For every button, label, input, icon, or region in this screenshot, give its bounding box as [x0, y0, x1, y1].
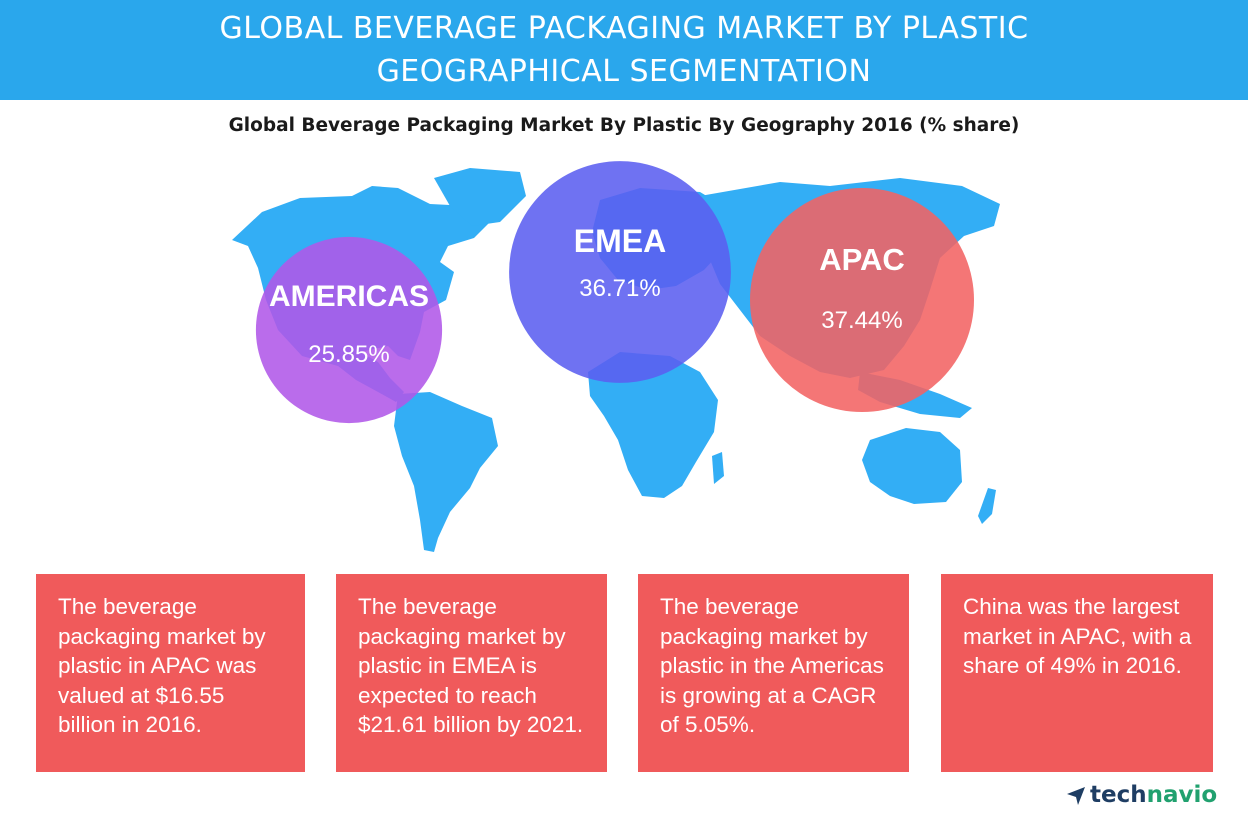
- header-title-line2: GEOGRAPHICAL SEGMENTATION: [376, 54, 872, 89]
- map-africa: [588, 352, 718, 498]
- bubble-value-americas: 25.85%: [308, 341, 389, 368]
- bubble-value-emea: 36.71%: [579, 275, 660, 302]
- map-south-america: [394, 392, 498, 552]
- pie-bubbles: AMERICAS 25.85% EMEA 36.71% APAC 37.44%: [255, 161, 974, 424]
- fact-box-emea-forecast: The beverage packaging market by plastic…: [336, 574, 607, 772]
- bubble-value-apac: 37.44%: [821, 307, 902, 334]
- bubble-americas: [255, 236, 443, 424]
- fact-box-apac-value: The beverage packaging market by plastic…: [36, 574, 305, 772]
- brand-name-part1: tech: [1090, 782, 1147, 808]
- technavio-logo: technavio: [1066, 782, 1217, 808]
- bubble-label-americas: AMERICAS: [269, 280, 429, 313]
- chart-title: Global Beverage Packaging Market By Plas…: [228, 115, 1020, 136]
- header-banner: GLOBAL BEVERAGE PACKAGING MARKET BY PLAS…: [0, 0, 1248, 100]
- technavio-arrow-icon: [1067, 787, 1085, 805]
- bubble-apac: [750, 188, 974, 412]
- bubble-emea: [509, 161, 731, 383]
- map-madagascar: [712, 452, 724, 484]
- map-greenland: [434, 168, 526, 226]
- fact-box-china-share: China was the largest market in APAC, wi…: [941, 574, 1213, 772]
- fact-box-americas-cagr: The beverage packaging market by plastic…: [638, 574, 909, 772]
- map-new-zealand: [978, 488, 996, 524]
- map-australia: [862, 428, 962, 504]
- bubble-label-apac: APAC: [819, 242, 905, 277]
- header-title-line1: GLOBAL BEVERAGE PACKAGING MARKET BY PLAS…: [219, 11, 1029, 46]
- brand-name-part2: navio: [1146, 782, 1218, 808]
- bubble-label-emea: EMEA: [574, 223, 666, 259]
